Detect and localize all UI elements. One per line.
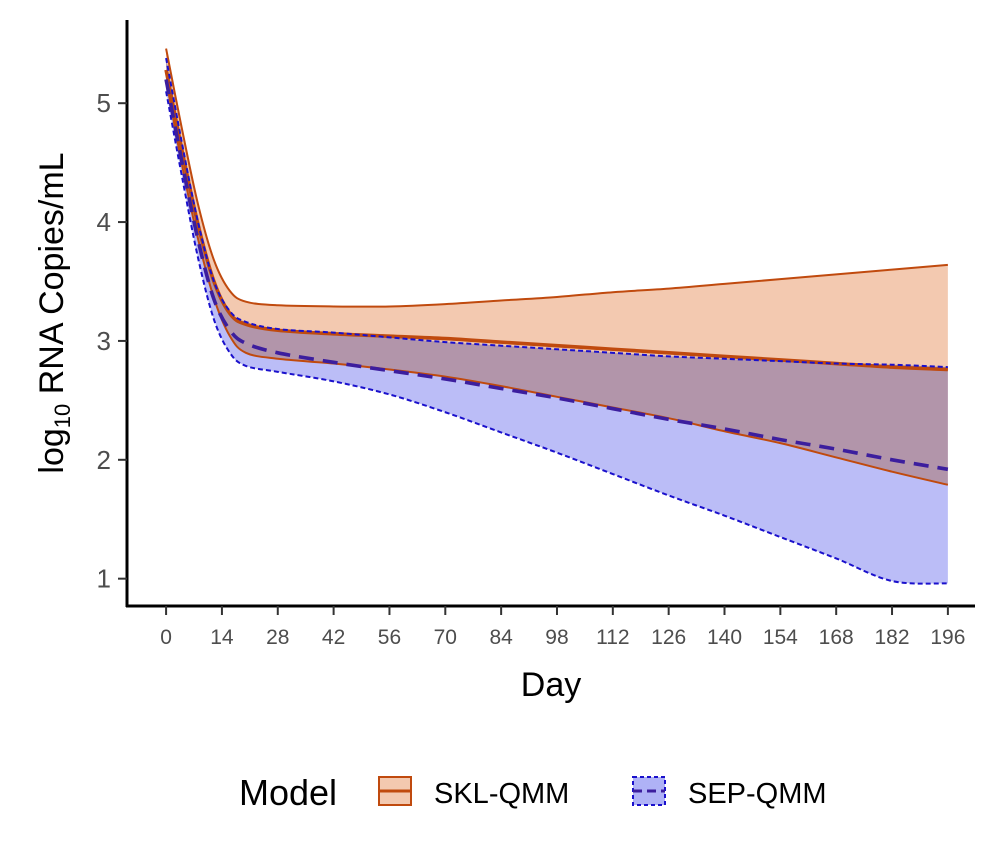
x-tick-label: 140	[707, 626, 742, 649]
y-axis-title: log10 RNA Copies/mL	[33, 152, 75, 473]
axes	[125, 20, 975, 608]
upper-bound-line-skl-qmm	[165, 48, 948, 308]
x-tick-label: 70	[434, 626, 457, 649]
y-tick-label: 5	[97, 88, 111, 118]
band-sep-qmm	[166, 58, 948, 584]
x-tick-label: 0	[160, 626, 172, 649]
x-tick-label: 98	[545, 626, 568, 649]
legend-label-sep-qmm: SEP-QMM	[688, 778, 827, 810]
x-tick-label: 56	[378, 626, 401, 649]
legend: Model SKL-QMM SEP-QMM	[239, 772, 827, 813]
y-tick-label: 2	[97, 445, 111, 475]
x-tick-label: 154	[763, 626, 798, 649]
x-tick-label: 42	[322, 626, 345, 649]
confidence-bands	[166, 48, 948, 584]
y-ticks: 1 2 3 4 5	[97, 88, 127, 594]
x-tick-label: 196	[930, 626, 965, 649]
y-axis-title-subscript: 10	[50, 404, 75, 428]
y-tick-label: 1	[97, 564, 111, 594]
lower-bound-line-skl-qmm	[165, 79, 949, 486]
x-tick-label: 112	[596, 626, 629, 649]
upper-bound-line-sep-qmm	[165, 57, 948, 369]
x-tick-label: 84	[489, 626, 513, 649]
y-axis-title-rest: RNA Copies/mL	[33, 152, 71, 403]
x-ticks: 0 14 28 42 56 70 84 98 112 126 140 154 168 182 196	[160, 606, 965, 649]
x-axis-title: Day	[521, 666, 581, 704]
x-tick-label: 126	[651, 626, 686, 649]
legend-title: Model	[239, 772, 337, 813]
y-tick-label: 3	[97, 326, 111, 356]
y-axis-title-base: log	[33, 428, 71, 473]
lower-bound-line-sep-qmm	[165, 91, 948, 585]
legend-label-skl-qmm: SKL-QMM	[434, 778, 569, 810]
x-tick-label: 28	[266, 626, 289, 649]
x-tick-label: 168	[819, 626, 854, 649]
y-tick-label: 4	[97, 207, 111, 237]
series-lines	[164, 48, 949, 585]
x-tick-label: 14	[210, 626, 234, 649]
x-tick-label: 182	[875, 626, 910, 649]
mean-line-sep-qmm	[164, 79, 949, 472]
